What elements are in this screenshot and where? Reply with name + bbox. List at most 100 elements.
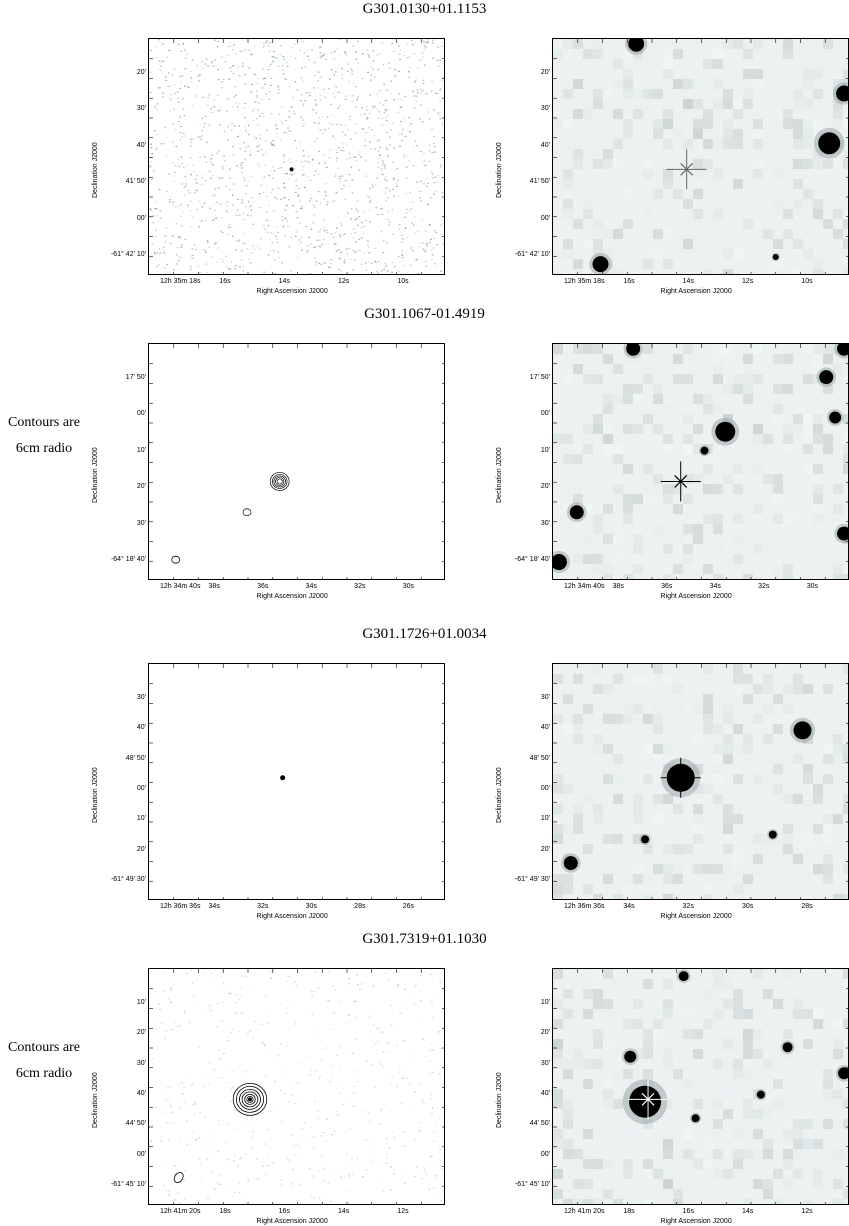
noise-speck — [330, 69, 333, 71]
noise-speck — [333, 51, 336, 53]
noise-speck — [206, 272, 208, 274]
noise-speck — [150, 161, 153, 163]
noise-speck — [159, 69, 162, 71]
background-pixel — [783, 844, 793, 854]
background-pixel — [703, 1139, 713, 1149]
background-pixel — [803, 344, 813, 354]
radio-source — [289, 167, 294, 172]
noise-speck — [394, 75, 396, 77]
background-pixel — [573, 734, 583, 744]
noise-speck — [228, 177, 231, 179]
background-pixel — [573, 724, 583, 734]
background-pixel — [603, 684, 613, 694]
noise-speck — [273, 56, 275, 58]
noise-speck — [350, 233, 352, 235]
background-pixel — [793, 79, 803, 89]
noise-speck — [158, 188, 161, 190]
noise-speck — [186, 164, 189, 167]
x-axis-title: Right Ascension J2000 — [256, 593, 328, 600]
noise-speck — [243, 107, 246, 109]
noise-speck — [230, 129, 233, 132]
noise-speck — [210, 1009, 213, 1012]
noise-speck — [314, 971, 317, 973]
noise-speck — [262, 1165, 265, 1167]
noise-speck — [417, 67, 420, 69]
noise-speck — [212, 195, 215, 197]
background-pixel — [843, 774, 848, 784]
background-pixel — [803, 414, 813, 424]
noise-speck — [235, 102, 237, 104]
noise-speck — [275, 57, 278, 59]
background-pixel — [703, 714, 713, 724]
noise-speck — [320, 1155, 323, 1157]
noise-speck — [325, 58, 327, 61]
noise-speck — [393, 1136, 396, 1139]
background-pixel — [813, 1019, 823, 1029]
noise-speck — [168, 1139, 170, 1141]
noise-speck — [369, 221, 371, 223]
noise-speck — [350, 218, 352, 220]
background-pixel — [663, 259, 673, 269]
noise-speck — [427, 111, 430, 113]
noise-speck — [273, 144, 275, 147]
noise-speck — [357, 224, 359, 226]
beam-ellipse — [171, 555, 181, 564]
background-pixel — [653, 1009, 663, 1019]
noise-speck — [249, 53, 252, 56]
noise-speck — [226, 97, 228, 99]
noise-speck — [369, 200, 372, 202]
background-pixel — [593, 969, 603, 979]
y-tick-label: 00' — [136, 214, 146, 222]
noise-speck — [280, 1043, 282, 1045]
noise-speck — [433, 237, 436, 239]
noise-speck — [443, 166, 444, 169]
noise-speck — [197, 75, 200, 77]
noise-speck — [386, 156, 389, 158]
background-pixel — [803, 764, 813, 774]
noise-speck — [171, 1122, 173, 1124]
background-pixel — [623, 979, 633, 989]
background-pixel — [583, 424, 593, 434]
noise-speck — [352, 228, 355, 230]
noise-speck — [258, 144, 261, 146]
noise-speck — [430, 249, 433, 251]
noise-speck — [176, 263, 178, 265]
background-pixel — [743, 694, 753, 704]
noise-speck — [238, 241, 241, 243]
figure-title: G301.7319+01.1030 — [362, 931, 487, 947]
noise-speck — [388, 224, 391, 226]
figure-title: G301.0130+01.1153 — [362, 1, 487, 17]
background-pixel — [633, 59, 643, 69]
background-pixel — [793, 999, 803, 1009]
background-pixel — [773, 694, 783, 704]
star — [700, 446, 709, 455]
noise-speck — [242, 50, 244, 52]
noise-speck — [187, 189, 190, 191]
noise-speck — [391, 208, 394, 211]
noise-speck — [400, 120, 402, 123]
noise-speck — [200, 135, 203, 137]
background-pixel — [553, 894, 563, 899]
background-pixel — [623, 129, 633, 139]
noise-speck — [360, 156, 362, 158]
noise-speck — [334, 232, 337, 234]
noise-speck — [375, 261, 377, 264]
noise-speck — [181, 244, 183, 246]
noise-speck — [330, 52, 333, 54]
background-pixel — [753, 684, 763, 694]
noise-speck — [272, 1162, 274, 1164]
y-tick-label: 20' — [136, 69, 146, 76]
background-pixel — [773, 999, 783, 1009]
background-pixel — [833, 564, 843, 574]
noise-speck — [236, 198, 239, 201]
noise-speck — [168, 97, 171, 99]
noise-speck — [294, 981, 296, 983]
noise-speck — [186, 972, 189, 974]
noise-speck — [419, 88, 422, 90]
background-pixel — [723, 119, 733, 129]
radio-map-panel — [148, 38, 445, 275]
background-pixel — [603, 229, 613, 239]
noise-speck — [212, 175, 214, 177]
noise-speck — [151, 243, 154, 245]
noise-speck — [301, 249, 303, 251]
